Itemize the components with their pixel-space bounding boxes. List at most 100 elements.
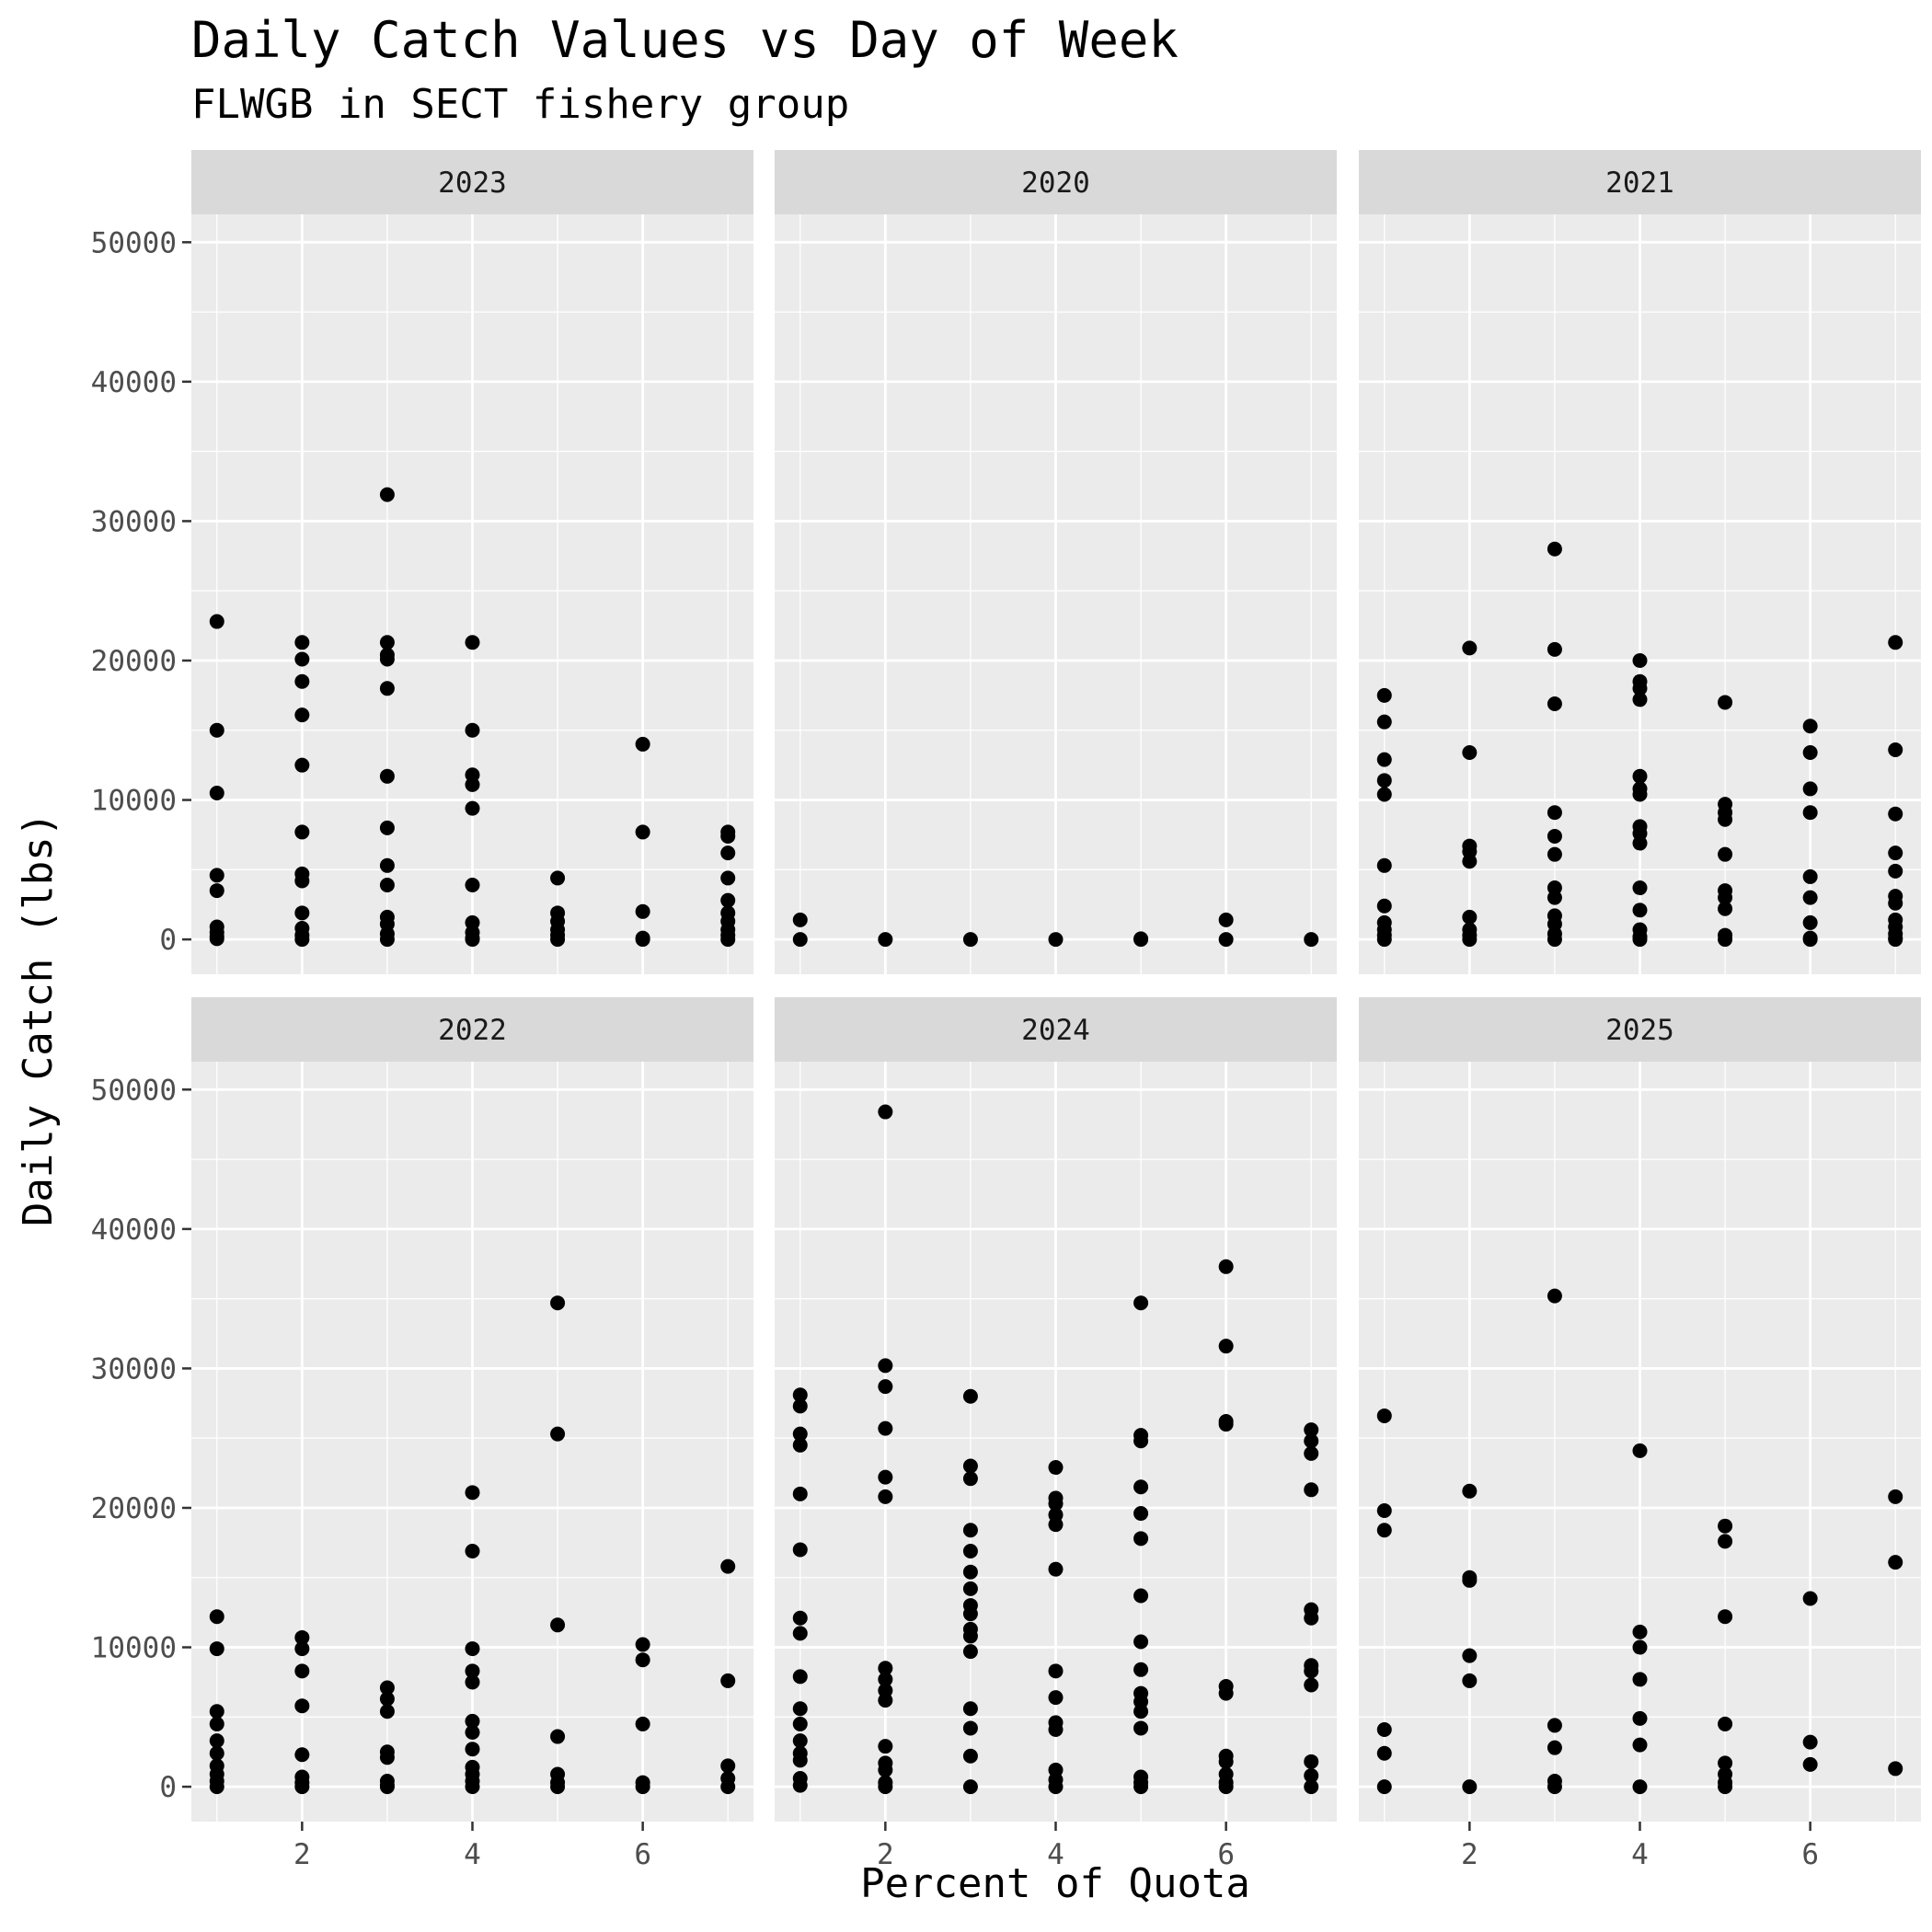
data-point	[1133, 1588, 1149, 1604]
y-tick-label: 30000	[91, 505, 177, 538]
data-point	[209, 931, 224, 947]
y-tick-label: 0	[159, 1771, 177, 1804]
data-point	[1133, 1704, 1149, 1719]
data-point	[1304, 1482, 1319, 1498]
data-point	[550, 1779, 566, 1795]
data-point	[294, 1641, 310, 1657]
data-point	[209, 868, 224, 883]
data-point	[379, 487, 395, 502]
x-tick-label: 4	[464, 1838, 481, 1871]
facet-strip-label: 2023	[438, 167, 507, 200]
facet-panel-2023: 2023 0 10000 20000 30000 40000 50000	[91, 150, 753, 974]
x-tick-label: 4	[1047, 1838, 1064, 1871]
data-point	[962, 1644, 978, 1660]
data-point	[1133, 1634, 1149, 1650]
data-point	[294, 873, 310, 889]
data-point	[962, 1779, 978, 1795]
data-point	[720, 1558, 736, 1574]
data-point	[720, 1758, 736, 1774]
data-point	[878, 932, 893, 948]
data-point	[1462, 1673, 1478, 1688]
data-point	[792, 1777, 808, 1793]
data-point	[962, 932, 978, 948]
data-point	[1376, 857, 1392, 873]
y-tick-label: 40000	[91, 1213, 177, 1247]
data-point	[1718, 1609, 1733, 1625]
data-point	[1632, 1639, 1648, 1655]
data-point	[379, 857, 395, 873]
y-axis-title: Daily Catch (lbs)	[15, 812, 62, 1226]
data-point	[209, 1745, 224, 1761]
data-point	[379, 932, 395, 948]
data-point	[550, 1426, 566, 1442]
data-point	[1632, 787, 1648, 802]
data-point	[1218, 1339, 1234, 1354]
data-point	[465, 1485, 480, 1501]
data-point	[1133, 1779, 1149, 1795]
facet-strip	[1359, 150, 1921, 214]
data-point	[379, 1691, 395, 1707]
data-point	[1718, 1779, 1733, 1795]
facet-panel-2021: 2021	[1359, 150, 1921, 974]
data-point	[465, 1742, 480, 1757]
data-point	[209, 614, 224, 629]
data-point	[1376, 1779, 1392, 1795]
data-point	[878, 1489, 893, 1504]
data-point	[635, 824, 650, 840]
data-point	[635, 1779, 650, 1795]
data-point	[379, 1680, 395, 1696]
x-tick-label: 2	[293, 1838, 311, 1871]
data-point	[792, 1733, 808, 1749]
data-point	[1632, 1443, 1648, 1458]
data-point	[294, 707, 310, 723]
data-point	[1888, 742, 1903, 757]
data-point	[294, 1663, 310, 1679]
data-point	[962, 1523, 978, 1538]
data-point	[1718, 901, 1733, 916]
data-point	[792, 1387, 808, 1403]
data-point	[1888, 1761, 1903, 1777]
x-tick-label: 6	[1801, 1838, 1819, 1871]
data-point	[962, 1458, 978, 1474]
data-point	[379, 1704, 395, 1719]
facet-strip-label: 2025	[1605, 1014, 1674, 1047]
data-point	[1802, 890, 1818, 905]
data-point	[1632, 835, 1648, 851]
data-point	[1802, 1734, 1818, 1750]
data-point	[465, 878, 480, 893]
data-point	[209, 1641, 224, 1657]
data-point	[792, 1426, 808, 1442]
data-point	[1718, 811, 1733, 827]
data-point	[792, 1437, 808, 1453]
data-point	[379, 681, 395, 696]
data-point	[1547, 1718, 1562, 1733]
data-point	[1048, 1460, 1064, 1476]
data-point	[379, 878, 395, 893]
data-point	[550, 1617, 566, 1633]
data-point	[465, 1543, 480, 1558]
data-point	[1133, 1295, 1149, 1311]
data-point	[1547, 846, 1562, 862]
data-point	[209, 883, 224, 899]
data-point	[1718, 1518, 1733, 1534]
data-point	[465, 1641, 480, 1657]
data-point	[209, 1704, 224, 1719]
chart-title: Daily Catch Values vs Day of Week	[191, 11, 1179, 69]
data-point	[1304, 1610, 1319, 1626]
data-point	[962, 1388, 978, 1404]
data-point	[1304, 1422, 1319, 1438]
facet-panel-2024: 2024 2 4 6	[775, 997, 1337, 1871]
data-point	[465, 932, 480, 948]
data-point	[1632, 1624, 1648, 1639]
data-point	[1218, 1779, 1234, 1795]
data-point	[1632, 880, 1648, 896]
data-point	[1462, 1648, 1478, 1663]
data-point	[379, 651, 395, 667]
data-point	[1133, 1531, 1149, 1547]
data-point	[1304, 1433, 1319, 1449]
data-point	[1462, 1483, 1478, 1499]
data-point	[1888, 845, 1903, 861]
data-point	[379, 1750, 395, 1765]
data-point	[1802, 932, 1818, 948]
data-point	[720, 932, 736, 948]
